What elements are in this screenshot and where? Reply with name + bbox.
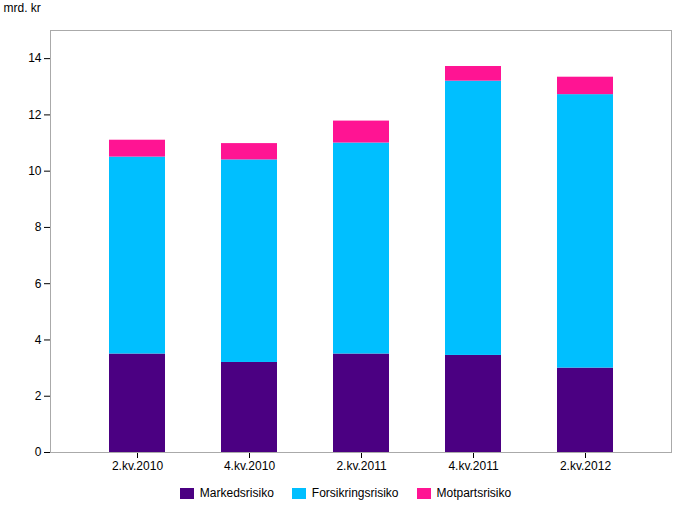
svg-text:2: 2 — [35, 389, 42, 403]
svg-text:6: 6 — [35, 277, 42, 291]
svg-text:2.kv.2012: 2.kv.2012 — [560, 459, 611, 473]
html-text:Markedsrisiko: Markedsrisiko — [199, 486, 274, 500]
svg-text:0: 0 — [35, 445, 42, 459]
svg-text:4.kv.2011: 4.kv.2011 — [448, 459, 499, 473]
svg-text:2.kv.2010: 2.kv.2010 — [112, 459, 163, 473]
svg-text:mrd. kr: mrd. kr — [4, 1, 41, 15]
html-text:Motpartsrisiko: Motpartsrisiko — [436, 486, 512, 500]
svg-text:12: 12 — [28, 108, 42, 122]
svg-text:4: 4 — [35, 333, 42, 347]
svg-text:4.kv.2010: 4.kv.2010 — [224, 459, 275, 473]
svg-text:2.kv.2011: 2.kv.2011 — [336, 459, 387, 473]
svg-text:8: 8 — [35, 220, 42, 234]
svg-text:14: 14 — [28, 51, 42, 65]
html-text:Forsikringsrisiko: Forsikringsrisiko — [311, 486, 399, 500]
svg-text:10: 10 — [28, 164, 42, 178]
